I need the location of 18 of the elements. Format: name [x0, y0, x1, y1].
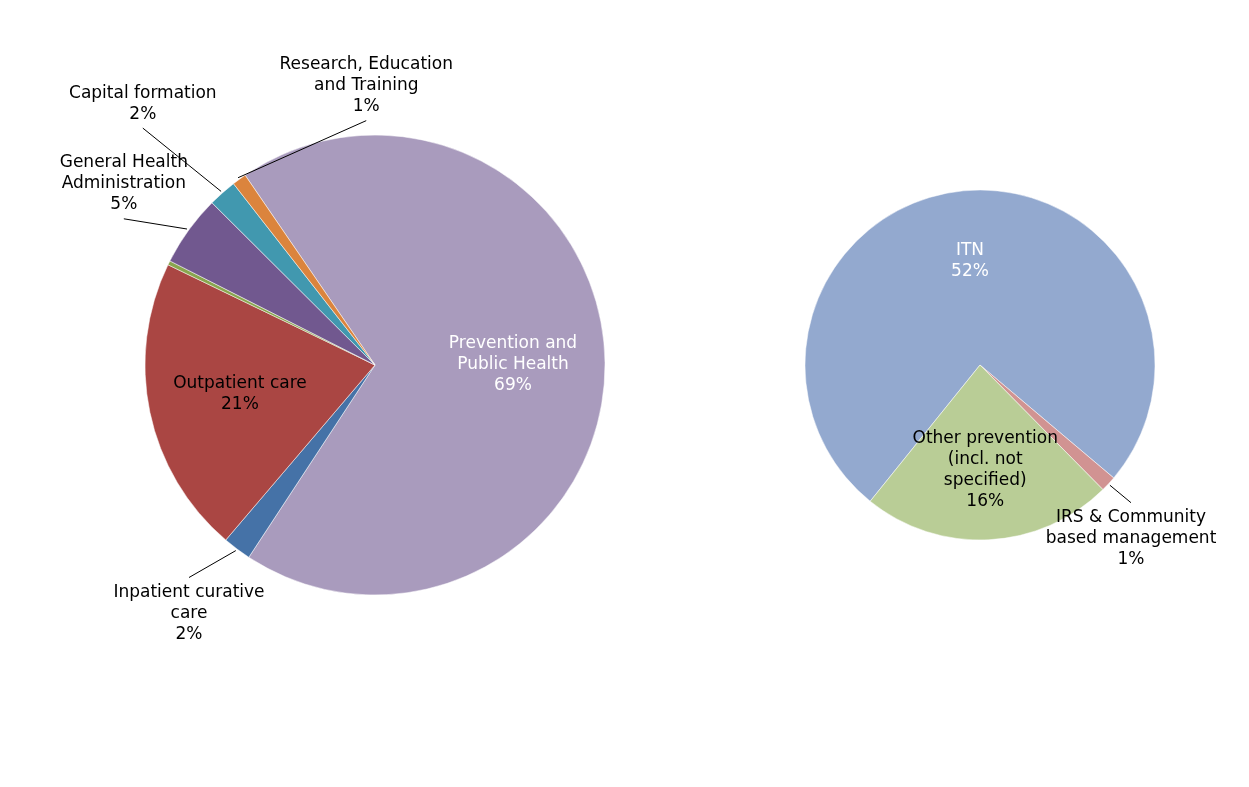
- slice-label: Capital formation: [69, 81, 217, 102]
- data-label: 2%: [175, 623, 203, 643]
- data-label: 1%: [352, 95, 380, 116]
- slice-label: Prevention and Public Health: [448, 331, 578, 373]
- slice-label: ITN: [955, 238, 985, 259]
- data-label: 5%: [110, 193, 138, 214]
- slice-label: Other prevention (incl. not specified): [912, 427, 1058, 490]
- slice-label: General Health Administration: [59, 151, 188, 193]
- data-label: 1%: [1117, 548, 1145, 569]
- slice-label: Outpatient care: [173, 371, 307, 392]
- data-label: 16%: [966, 490, 1005, 511]
- slice-label: Inpatient curative care: [113, 581, 265, 622]
- data-label: 2%: [129, 102, 157, 123]
- data-label: 69%: [494, 373, 532, 394]
- slice-label: IRS & Community based management: [1045, 506, 1217, 548]
- data-label: 21%: [221, 392, 259, 413]
- data-label: 52%: [951, 259, 989, 280]
- slice-label: Research, Education and Training: [279, 53, 453, 95]
